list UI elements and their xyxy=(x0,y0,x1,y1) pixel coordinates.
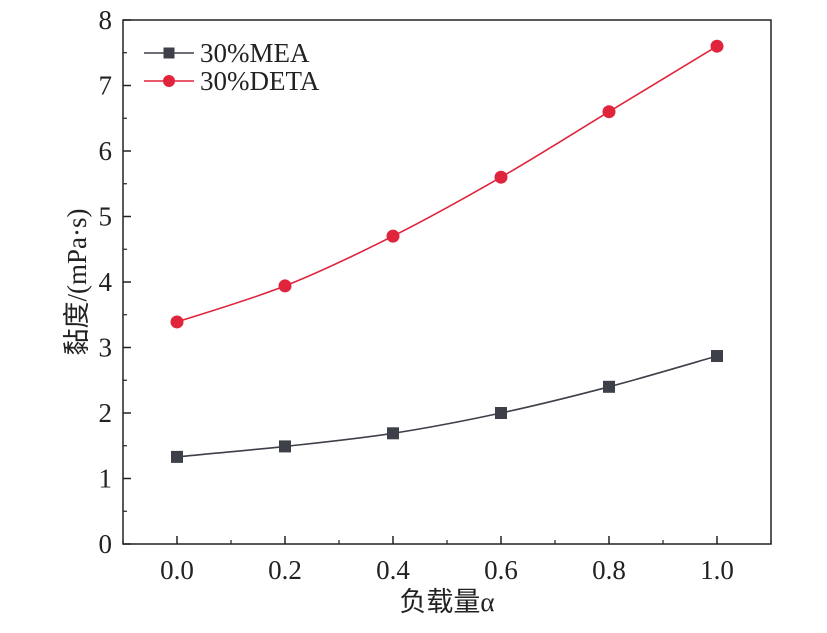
y-tick-label: 5 xyxy=(99,202,113,232)
legend-marker-mea xyxy=(163,47,175,59)
legend-label-deta: 30%DETA xyxy=(200,66,320,96)
x-tick-label: 1.0 xyxy=(700,555,734,585)
plot-frame xyxy=(122,19,772,545)
data-point xyxy=(386,229,400,243)
series-line-1 xyxy=(176,45,718,323)
x-tick-label: 0.0 xyxy=(160,555,194,585)
data-point xyxy=(494,170,508,184)
y-tick-label: 0 xyxy=(99,529,113,559)
data-point xyxy=(603,380,615,393)
data-point xyxy=(278,279,292,293)
data-point xyxy=(279,440,291,453)
series-layer xyxy=(170,39,724,463)
x-tick-label: 0.6 xyxy=(484,555,518,585)
legend: 30%MEA 30%DETA xyxy=(144,38,320,96)
data-point xyxy=(171,450,183,463)
y-tick-label: 8 xyxy=(99,5,113,35)
x-tick-label: 0.8 xyxy=(592,555,626,585)
x-axis-title: 负载量α xyxy=(399,587,494,617)
y-tick-label: 3 xyxy=(99,333,113,363)
y-tick-label: 6 xyxy=(99,136,113,166)
legend-marker-deta xyxy=(163,75,175,87)
x-tick-label: 0.4 xyxy=(376,555,410,585)
data-point xyxy=(711,350,723,363)
y-tick-label: 2 xyxy=(99,398,113,428)
y-tick-label: 1 xyxy=(99,464,113,494)
y-axis-title: 黏度/(mPa·s) xyxy=(62,209,92,356)
axis-ticks: 0 1 2 3 4 5 6 7 8 0.0 0.2 0.4 0.6 0.8 1.0 xyxy=(99,5,772,585)
data-point xyxy=(170,315,184,329)
y-tick-label: 7 xyxy=(99,71,113,101)
x-tick-label: 0.2 xyxy=(268,555,302,585)
legend-label-mea: 30%MEA xyxy=(200,38,310,68)
data-point xyxy=(602,105,616,119)
data-point xyxy=(495,407,507,419)
series-line-0 xyxy=(176,355,718,458)
data-point xyxy=(710,39,724,53)
legend-item-deta: 30%DETA xyxy=(144,66,320,96)
data-point xyxy=(387,427,399,440)
legend-item-mea: 30%MEA xyxy=(144,38,310,68)
y-tick-label: 4 xyxy=(99,267,113,297)
